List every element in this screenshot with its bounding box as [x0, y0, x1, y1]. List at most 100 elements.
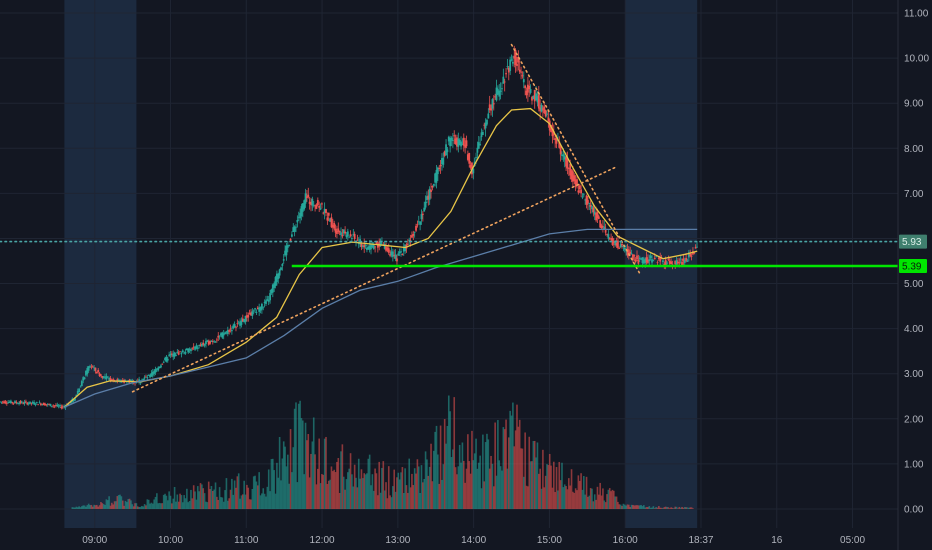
- volume-bar-400: [544, 475, 547, 509]
- volume-bar-303: [412, 485, 415, 509]
- volume-bar-492: [670, 507, 672, 509]
- volume-bar-138: [187, 502, 190, 509]
- dotted-trendline-1[interactable]: [510, 43, 642, 276]
- volume-bar-225: [306, 440, 308, 509]
- candle-body-179: [243, 318, 246, 323]
- candle-body-495: [674, 260, 677, 265]
- volume-bar-278: [378, 461, 381, 509]
- volume-bar-308: [419, 492, 421, 509]
- volume-bar-188: [255, 481, 258, 509]
- candle-body-144: [195, 345, 198, 349]
- volume-bar-264: [359, 478, 361, 509]
- candle-body-292: [397, 253, 400, 256]
- candle-body-147: [199, 344, 202, 346]
- candle-body-333: [453, 135, 456, 137]
- volume-bar-94: [127, 499, 130, 509]
- candle-body-295: [401, 254, 404, 256]
- candle-body-218: [296, 219, 299, 223]
- volume-bar-477: [649, 507, 652, 509]
- candle-body-308: [419, 221, 422, 225]
- volume-bar-502: [683, 507, 686, 509]
- candle-body-389: [529, 89, 532, 93]
- candle-body-430: [585, 195, 588, 205]
- candle-body-189: [256, 307, 259, 310]
- candle-body-110: [149, 374, 151, 378]
- volume-bar-60: [81, 506, 83, 509]
- candle-body-373: [507, 67, 510, 73]
- candle-body-332: [451, 140, 454, 142]
- candle-body-260: [353, 233, 356, 239]
- volume-bar-90: [121, 500, 124, 509]
- candle-body-37: [49, 403, 52, 407]
- candle-body-473: [644, 258, 647, 263]
- candle-body-392: [533, 89, 536, 102]
- volume-bar-282: [383, 490, 386, 509]
- candle-body-167: [226, 330, 229, 334]
- volume-bar-370: [503, 429, 506, 509]
- candle-body-6: [7, 402, 10, 404]
- y-tick-label: 3.00: [904, 369, 924, 380]
- volume-bar-285: [387, 466, 390, 509]
- candle-body-154: [209, 340, 211, 344]
- volume-bar-451: [614, 496, 616, 509]
- volume-bar-384: [522, 476, 525, 509]
- volume-bar-144: [195, 499, 198, 509]
- dotted-trendline-0[interactable]: [131, 165, 619, 393]
- x-tick-label: 16: [771, 535, 783, 546]
- drawn-trendlines[interactable]: [0, 43, 899, 393]
- volume-bar-429: [584, 494, 586, 509]
- candle-body-29: [38, 402, 41, 404]
- volume-bar-382: [520, 448, 522, 509]
- candle-body-431: [587, 200, 589, 204]
- candle-body-273: [371, 245, 374, 247]
- candle-body-228: [310, 202, 312, 206]
- volume-bar-120: [162, 494, 165, 509]
- candle-body-155: [210, 341, 213, 343]
- candle-body-342: [465, 140, 468, 147]
- volume-bar-273: [371, 474, 374, 509]
- volume-bar-337: [458, 444, 461, 509]
- volume-bar-312: [424, 451, 427, 509]
- volume-bar-453: [617, 501, 619, 509]
- volume-bar-288: [392, 486, 394, 509]
- volume-bar-121: [164, 493, 166, 509]
- candle-body-351: [477, 142, 480, 149]
- candle-body-378: [514, 50, 517, 65]
- volume-bar-109: [147, 499, 150, 509]
- volume-bar-261: [355, 477, 357, 509]
- volume-bar-162: [220, 497, 222, 509]
- candle-body-78: [105, 376, 108, 380]
- candle-body-59: [79, 386, 82, 388]
- volume-bar-276: [375, 473, 378, 509]
- volume-bar-444: [604, 502, 607, 509]
- candle-body-153: [207, 341, 210, 345]
- volume-bar-196: [266, 486, 269, 509]
- volume-bar-214: [291, 472, 293, 509]
- time-axis[interactable]: 09:00 10:00 11:00 12:00 13:00 14:00 15:00 16:00…: [82, 535, 865, 546]
- candle-body-246: [334, 228, 337, 233]
- candle-body-387: [526, 84, 529, 93]
- candle-body-198: [269, 293, 271, 301]
- candle-body-221: [300, 206, 303, 217]
- volume-bar-204: [277, 477, 280, 509]
- candle-body-476: [648, 259, 651, 262]
- candle-body-363: [494, 96, 497, 98]
- volume-bar-193: [262, 488, 265, 509]
- candle-body-274: [372, 244, 375, 249]
- candle-body-300: [408, 239, 411, 241]
- volume-bar-504: [686, 507, 689, 509]
- candle-body-16: [20, 401, 23, 403]
- candle-body-367: [499, 90, 502, 92]
- candle-body-360: [490, 108, 492, 111]
- candle-body-440: [599, 220, 602, 228]
- candle-body-192: [260, 303, 263, 310]
- candle-body-30: [40, 403, 42, 405]
- candle-body-316: [430, 189, 432, 192]
- volume-bar-58: [78, 506, 80, 509]
- candle-body-266: [361, 245, 364, 247]
- volume-bar-505: [688, 507, 690, 509]
- price-label-text-1: 5.39: [902, 261, 922, 272]
- candle-body-270: [367, 246, 370, 250]
- candle-body-100: [135, 382, 138, 384]
